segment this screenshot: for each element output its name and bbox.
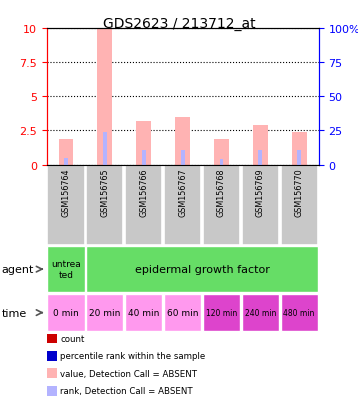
Text: 0 min: 0 min — [53, 309, 79, 317]
Bar — [86, 294, 124, 332]
Bar — [219, 160, 223, 165]
Bar — [242, 166, 279, 245]
Bar — [253, 126, 268, 165]
Bar — [47, 247, 84, 292]
Text: 480 min: 480 min — [284, 309, 315, 317]
Bar — [181, 150, 184, 165]
Bar — [175, 117, 190, 165]
Bar — [214, 139, 229, 165]
Bar — [103, 133, 107, 165]
Text: GSM156766: GSM156766 — [139, 168, 148, 216]
Text: GDS2623 / 213712_at: GDS2623 / 213712_at — [103, 17, 255, 31]
Bar — [203, 294, 240, 332]
Bar — [164, 166, 201, 245]
Bar — [64, 158, 68, 165]
Bar — [297, 150, 301, 165]
Bar — [242, 294, 279, 332]
Bar — [47, 166, 84, 245]
Bar — [86, 247, 318, 292]
Bar — [97, 30, 112, 165]
Bar — [86, 166, 124, 245]
Text: GSM156768: GSM156768 — [217, 168, 226, 216]
Text: 20 min: 20 min — [89, 309, 121, 317]
Bar — [142, 150, 146, 165]
Text: GSM156765: GSM156765 — [100, 168, 109, 216]
Text: rank, Detection Call = ABSENT: rank, Detection Call = ABSENT — [60, 386, 193, 395]
Bar — [47, 294, 84, 332]
Text: GSM156770: GSM156770 — [295, 168, 304, 216]
Bar — [281, 294, 318, 332]
Bar — [281, 166, 318, 245]
Text: 120 min: 120 min — [206, 309, 237, 317]
Bar — [164, 294, 201, 332]
Text: 240 min: 240 min — [245, 309, 276, 317]
Bar — [292, 133, 306, 165]
Bar — [125, 166, 163, 245]
Bar — [258, 150, 262, 165]
Bar — [59, 139, 73, 165]
Bar — [125, 294, 163, 332]
Text: percentile rank within the sample: percentile rank within the sample — [60, 351, 205, 361]
Text: agent: agent — [2, 264, 34, 275]
Text: value, Detection Call = ABSENT: value, Detection Call = ABSENT — [60, 369, 197, 378]
Text: GSM156767: GSM156767 — [178, 168, 187, 216]
Text: GSM156769: GSM156769 — [256, 168, 265, 216]
Text: count: count — [60, 334, 84, 343]
Text: GSM156764: GSM156764 — [62, 168, 71, 216]
Text: epidermal growth factor: epidermal growth factor — [135, 264, 270, 275]
Text: 40 min: 40 min — [128, 309, 159, 317]
Text: untrea
ted: untrea ted — [51, 260, 81, 279]
Bar — [136, 121, 151, 165]
Bar — [203, 166, 240, 245]
Text: time: time — [2, 308, 27, 318]
Text: 60 min: 60 min — [167, 309, 198, 317]
